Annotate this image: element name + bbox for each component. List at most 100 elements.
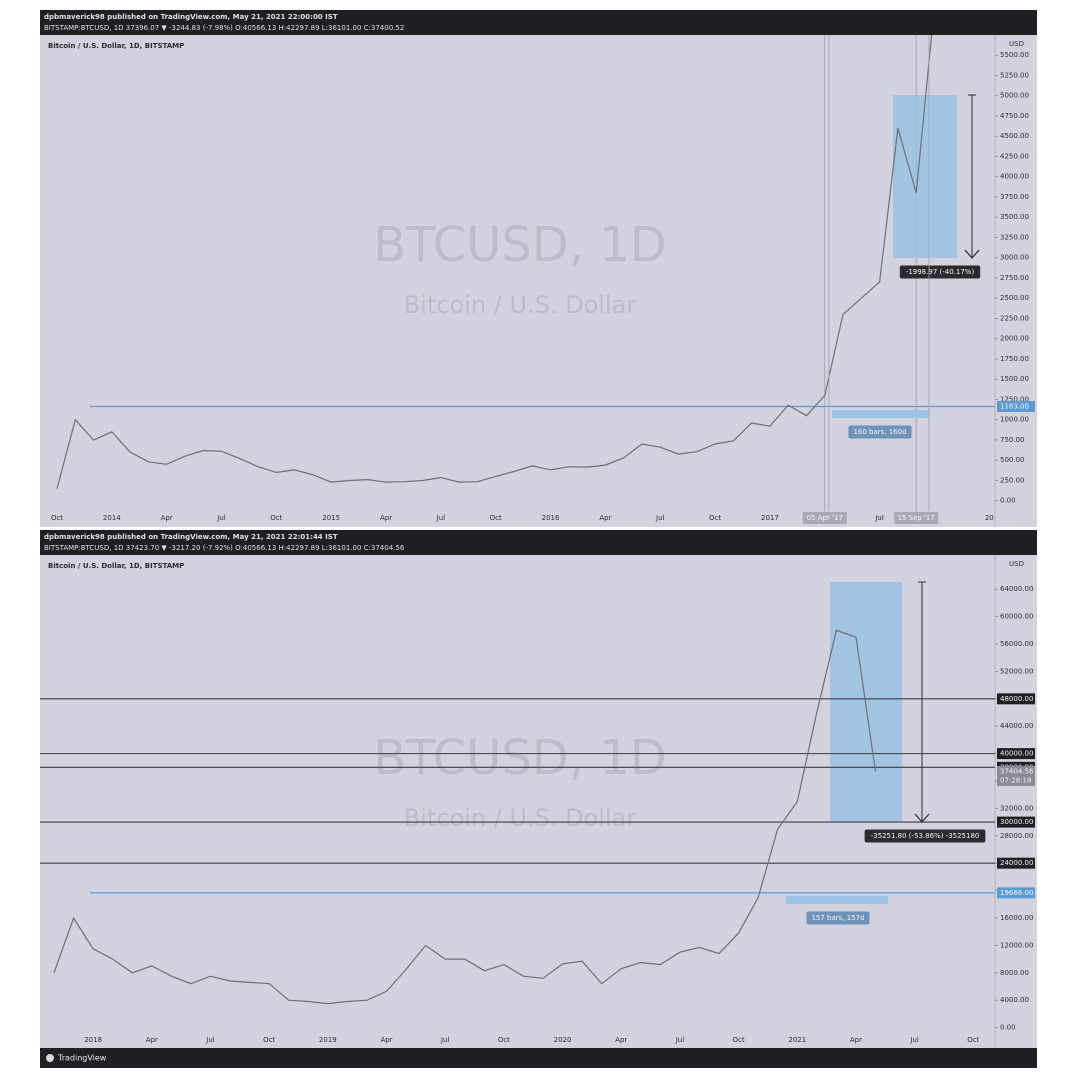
level-label: 48000.00	[1000, 695, 1033, 703]
y-tick-label: 1250.00	[1000, 395, 1029, 403]
date-range-box	[786, 896, 888, 904]
level-label-bg	[997, 401, 1035, 413]
x-tick-label: 05 Apr '17	[807, 514, 843, 522]
x-tick-label: Apr	[599, 514, 611, 522]
y-tick-label: 56000.00	[1000, 640, 1033, 648]
legend-title: Bitcoin / U.S. Dollar, 1D, BITSTAMP	[48, 562, 184, 570]
level-label: 1163.00	[1000, 403, 1029, 411]
y-tick-label: 3750.00	[1000, 193, 1029, 201]
footer-bar	[40, 1048, 1037, 1068]
range-label: 157 bars, 157d	[811, 914, 864, 922]
x-tick-label: Jul	[440, 1036, 450, 1044]
x-tick-label: Apr	[850, 1036, 862, 1044]
x-tick-label: Jul	[675, 1036, 685, 1044]
x-tick-label: Oct	[263, 1036, 275, 1044]
y-tick-label: 250.00	[1000, 476, 1025, 484]
y-tick-label: 0.00	[1000, 497, 1016, 505]
y-tick-label: 2750.00	[1000, 274, 1029, 282]
plot-group	[40, 582, 995, 1005]
y-tick-label: 1000.00	[1000, 416, 1029, 424]
plot-group	[56, 35, 995, 489]
ohlc-text: BITSTAMP:BTCUSD, 1D 37423.70 ▼ -3217.20 …	[44, 544, 405, 552]
y-tick-label: 5250.00	[1000, 71, 1029, 79]
level-label: 24000.00	[1000, 859, 1033, 867]
y-tick-label: 44000.00	[1000, 722, 1033, 730]
x-tick-label: Jul	[216, 514, 226, 522]
y-tick-label: 5500.00	[1000, 51, 1029, 59]
x-tick-label: Apr	[161, 514, 173, 522]
x-tick-label: Jul	[874, 514, 884, 522]
x-tick-label: 2019	[319, 1036, 337, 1044]
y-tick-label: 4000.00	[1000, 996, 1029, 1004]
footer-logo	[46, 1054, 54, 1062]
y-tick-label: 4500.00	[1000, 132, 1029, 140]
y-tick-label: 4250.00	[1000, 152, 1029, 160]
x-tick-label: Oct	[490, 514, 502, 522]
level-label-bg	[997, 887, 1035, 899]
last-price-label: 37404.56	[1000, 767, 1034, 775]
level-label: 19666.00	[1000, 889, 1033, 897]
y-tick-label: 52000.00	[1000, 667, 1033, 675]
price-line	[53, 629, 877, 1005]
y-tick-label: 2500.00	[1000, 294, 1029, 302]
y-tick-label: 4000.00	[1000, 173, 1029, 181]
watermark: BTCUSD, 1D	[373, 730, 667, 786]
watermark-subtitle: Bitcoin / U.S. Dollar	[404, 291, 637, 319]
watermark: BTCUSD, 1D	[373, 217, 667, 273]
y-tick-label: 28000.00	[1000, 832, 1033, 840]
ohlc-text: BITSTAMP:BTCUSD, 1D 37396.07 ▼ -3244.83 …	[44, 24, 404, 32]
level-label-bg	[997, 857, 1035, 869]
y-tick-label: 500.00	[1000, 456, 1025, 464]
plot-background	[40, 35, 1037, 527]
x-tick-label: 20	[985, 514, 994, 522]
header-bar	[40, 10, 1037, 35]
x-tick-label: Oct	[733, 1036, 745, 1044]
price-range-box	[893, 95, 957, 258]
range-label-bg	[848, 425, 912, 439]
y-tick-label: 1750.00	[1000, 355, 1029, 363]
x-tick-label: Oct	[498, 1036, 510, 1044]
range-label-bg	[806, 911, 870, 925]
header-bar	[40, 530, 1037, 555]
level-label-bg	[997, 693, 1035, 705]
date-range-box	[832, 410, 929, 418]
header-text: dpbmaverick98 published on TradingView.c…	[44, 533, 338, 541]
crosshair-date-bg	[894, 512, 939, 524]
y-tick-label: 3000.00	[1000, 254, 1029, 262]
x-tick-label: 2016	[542, 514, 560, 522]
x-tick-label: Apr	[615, 1036, 627, 1044]
range-label: 160 bars, 160d	[853, 428, 906, 436]
y-tick-label: 3500.00	[1000, 213, 1029, 221]
crosshair-date-bg	[802, 512, 847, 524]
x-tick-label: Oct	[709, 514, 721, 522]
y-tick-label: 0.00	[1000, 1024, 1016, 1032]
countdown-label: 07:28:18	[1000, 776, 1031, 784]
y-tick-label: 32000.00	[1000, 804, 1033, 812]
currency-label: USD	[1009, 40, 1024, 48]
y-tick-label: 750.00	[1000, 436, 1025, 444]
y-tick-label: 16000.00	[1000, 914, 1033, 922]
x-tick-label: 2014	[103, 514, 121, 522]
x-tick-label: Oct	[270, 514, 282, 522]
y-tick-label: 2000.00	[1000, 335, 1029, 343]
x-tick-label: 2021	[788, 1036, 806, 1044]
x-tick-label: Apr	[380, 514, 392, 522]
x-tick-label: 15 Sep '17	[897, 514, 934, 522]
level-label: 30000.00	[1000, 818, 1033, 826]
y-tick-label: 12000.00	[1000, 941, 1033, 949]
header-text: dpbmaverick98 published on TradingView.c…	[44, 13, 338, 21]
y-tick-label: 1500.00	[1000, 375, 1029, 383]
y-tick-label: 64000.00	[1000, 585, 1033, 593]
x-tick-label: 2020	[554, 1036, 572, 1044]
measure-label: -1998.97 (-40.17%)	[906, 268, 975, 276]
x-tick-label: Oct	[51, 514, 63, 522]
measure-label-bg	[899, 265, 981, 279]
measure-arrow-head	[964, 249, 980, 259]
y-tick-label: 8000.00	[1000, 969, 1029, 977]
measure-label: -35251.80 (-53.86%) -3525180	[871, 832, 980, 840]
y-tick-label: 5000.00	[1000, 92, 1029, 100]
last-price-bg	[997, 765, 1035, 786]
currency-label: USD	[1009, 560, 1024, 568]
x-tick-label: 2017	[761, 514, 779, 522]
